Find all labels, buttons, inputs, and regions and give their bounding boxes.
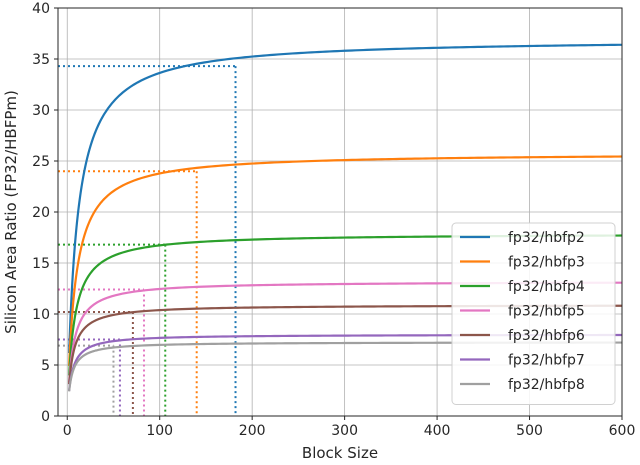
x-tick-label: 600 [609, 423, 636, 439]
y-tick-label: 25 [32, 154, 50, 170]
y-tick-label: 20 [32, 205, 50, 221]
legend-label: fp32/hbfp7 [508, 353, 585, 369]
y-axis-ticks: 0 5 10 15 20 25 30 35 40 [32, 1, 58, 425]
legend-label: fp32/hbfp2 [508, 230, 585, 246]
x-tick-label: 300 [331, 423, 358, 439]
x-tick-label: 0 [63, 423, 72, 439]
y-axis-title: Silicon Area Ratio (FP32/HBFPm) [2, 90, 20, 334]
y-tick-label: 15 [32, 256, 50, 272]
x-tick-label: 500 [516, 423, 543, 439]
x-tick-label: 200 [239, 423, 266, 439]
series-line [68, 43, 623, 354]
y-tick-label: 0 [41, 409, 50, 425]
legend-box [451, 222, 616, 405]
legend-label: fp32/hbfp8 [508, 377, 585, 393]
y-tick-label: 5 [41, 358, 50, 374]
legend-label: fp32/hbfp5 [508, 304, 585, 320]
y-tick-label: 30 [32, 103, 50, 119]
y-tick-label: 40 [32, 1, 50, 17]
legend-label: fp32/hbfp6 [508, 328, 585, 344]
legend-label: fp32/hbfp3 [508, 255, 585, 271]
x-tick-label: 100 [146, 423, 173, 439]
y-tick-label: 10 [32, 307, 50, 323]
x-axis-title: Block Size [302, 444, 378, 462]
x-axis-ticks: 0 100 200 300 400 500 600 [63, 416, 636, 439]
legend: fp32/hbfp2 fp32/hbfp3 fp32/hbfp4 fp32/hbfp5… [451, 222, 616, 405]
series-line [68, 155, 623, 366]
x-tick-label: 400 [424, 423, 451, 439]
legend-label: fp32/hbfp4 [508, 279, 585, 295]
y-tick-label: 35 [32, 52, 50, 68]
